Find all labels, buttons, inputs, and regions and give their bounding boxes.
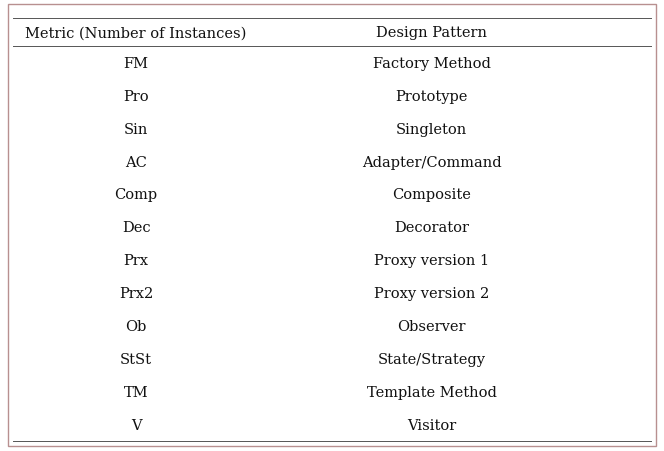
Text: Template Method: Template Method <box>367 385 497 399</box>
Text: Prx: Prx <box>124 253 149 267</box>
Text: Composite: Composite <box>392 188 471 202</box>
Text: Visitor: Visitor <box>407 418 456 432</box>
Text: Prx2: Prx2 <box>119 286 153 300</box>
Text: Observer: Observer <box>397 319 466 333</box>
Text: Pro: Pro <box>124 90 149 104</box>
Text: Proxy version 1: Proxy version 1 <box>374 253 489 267</box>
Text: Factory Method: Factory Method <box>373 57 491 71</box>
Text: Design Pattern: Design Pattern <box>376 26 487 40</box>
Text: Adapter/Command: Adapter/Command <box>362 155 501 169</box>
Text: StSt: StSt <box>120 352 152 366</box>
Text: V: V <box>131 418 141 432</box>
Text: Singleton: Singleton <box>396 122 467 136</box>
Text: Dec: Dec <box>122 221 151 235</box>
Text: Comp: Comp <box>115 188 157 202</box>
Text: AC: AC <box>125 155 147 169</box>
Text: Decorator: Decorator <box>394 221 469 235</box>
Text: Prototype: Prototype <box>396 90 467 104</box>
Text: Proxy version 2: Proxy version 2 <box>374 286 489 300</box>
Text: Sin: Sin <box>124 122 148 136</box>
Text: FM: FM <box>124 57 149 71</box>
Text: Metric (Number of Instances): Metric (Number of Instances) <box>25 26 247 40</box>
Text: Ob: Ob <box>125 319 147 333</box>
Text: TM: TM <box>124 385 149 399</box>
Text: State/Strategy: State/Strategy <box>378 352 485 366</box>
